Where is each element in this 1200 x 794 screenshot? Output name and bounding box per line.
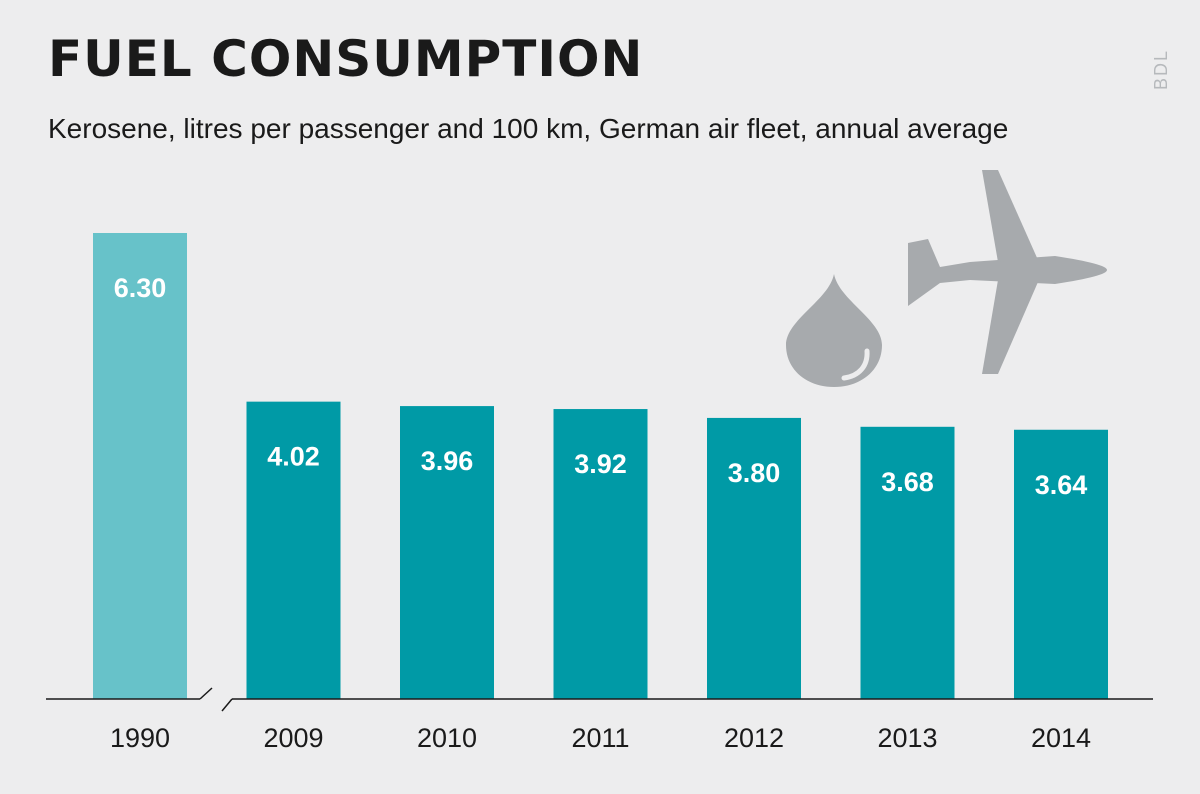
x-tick-label: 2012 bbox=[724, 723, 784, 753]
bar-value-label: 3.92 bbox=[574, 449, 627, 479]
bar-value-label: 3.96 bbox=[421, 446, 474, 476]
bar-2011 bbox=[553, 409, 648, 699]
x-tick-label: 2011 bbox=[571, 723, 629, 753]
bar-value-label: 4.02 bbox=[267, 442, 320, 472]
bar-2014 bbox=[1014, 429, 1108, 699]
bar-2012 bbox=[707, 417, 801, 699]
x-tick-label: 1990 bbox=[110, 723, 170, 753]
x-tick-label: 2013 bbox=[877, 723, 937, 753]
bar-1990 bbox=[93, 233, 187, 699]
bar-2010 bbox=[400, 406, 494, 699]
x-tick-label: 2009 bbox=[263, 723, 323, 753]
x-tick-label: 2010 bbox=[417, 723, 477, 753]
chart-title: FUEL CONSUMPTION bbox=[48, 30, 644, 88]
chart-subtitle: Kerosene, litres per passenger and 100 k… bbox=[48, 113, 1009, 144]
bar-2009 bbox=[246, 401, 341, 699]
bar-value-label: 3.80 bbox=[728, 458, 781, 488]
fuel-drop-icon bbox=[786, 274, 882, 387]
bar-2013 bbox=[860, 426, 955, 699]
bar-value-label: 3.64 bbox=[1035, 470, 1088, 500]
bar-value-label: 3.68 bbox=[881, 467, 934, 497]
x-tick-label: 2014 bbox=[1031, 723, 1091, 753]
bar-value-label: 6.30 bbox=[114, 273, 167, 303]
airplane-icon bbox=[908, 170, 1107, 374]
axis-break-mark-right bbox=[221, 698, 233, 712]
axis-break-mark-left bbox=[199, 687, 213, 700]
